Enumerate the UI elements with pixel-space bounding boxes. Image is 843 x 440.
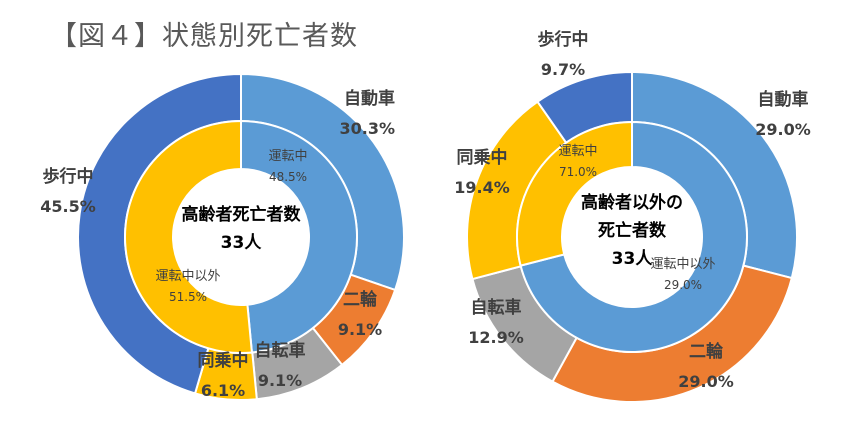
- chart0-inner-label-value: 51.5%: [169, 290, 207, 304]
- chart1-center-label: 33人: [612, 249, 654, 269]
- chart1-center-label: 死亡者数: [598, 220, 667, 241]
- chart0-outer-label-value: 45.5%: [40, 197, 96, 216]
- chart1-outer-label-name: 同乗中: [457, 147, 508, 168]
- chart1-inner-label-value: 29.0%: [664, 278, 702, 292]
- chart1-inner-slice-1: [516, 120, 633, 267]
- chart0-outer-label-name: 自転車: [255, 340, 306, 361]
- chart0-inner-slice-0: [240, 119, 358, 354]
- chart0-outer-label-value: 9.1%: [338, 320, 382, 339]
- chart1-outer-label-name: 自転車: [471, 297, 522, 318]
- chart0-inner-label-name: 運転中: [268, 149, 307, 164]
- chart0-outer-label-name: 同乗中: [198, 350, 249, 371]
- chart0-outer-label-name: 自動車: [344, 88, 395, 109]
- chart0-outer-label-value: 30.3%: [339, 119, 395, 138]
- chart0-outer-label-value: 9.1%: [258, 371, 302, 390]
- chart1-inner-label-name: 運転中以外: [650, 257, 715, 272]
- chart0-outer-label-name: 二輪: [343, 289, 378, 310]
- chart0-inner-slice-1: [124, 119, 254, 354]
- chart1-outer-label-value: 19.4%: [454, 178, 510, 197]
- chart0-inner-label-name: 運転中以外: [155, 269, 220, 284]
- chart1-outer-label-value: 29.0%: [678, 372, 734, 391]
- chart1-center-label: 高齢者以外の: [581, 192, 683, 213]
- chart0-center-label: 33人: [221, 233, 263, 253]
- chart0-center-label: 高齢者死亡者数: [182, 204, 302, 225]
- figure-title: 【図４】状態別死亡者数: [50, 21, 358, 52]
- chart1-inner-slice-0: [519, 120, 748, 353]
- chart0-outer-label-name: 歩行中: [43, 166, 94, 187]
- chart1-outer-label-name: 歩行中: [538, 29, 589, 50]
- chart1-outer-label-value: 12.9%: [468, 328, 524, 347]
- chart1-outer-label-name: 二輪: [689, 341, 724, 362]
- chart1-inner-label-value: 71.0%: [559, 165, 597, 179]
- chart0-outer-label-value: 6.1%: [201, 381, 245, 400]
- chart1-outer-label-value: 29.0%: [755, 120, 811, 139]
- chart0-inner-label-value: 48.5%: [269, 170, 307, 184]
- chart1-inner-label-name: 運転中: [558, 144, 597, 159]
- chart1-outer-label-name: 自動車: [758, 89, 809, 110]
- chart1-outer-label-value: 9.7%: [541, 60, 585, 79]
